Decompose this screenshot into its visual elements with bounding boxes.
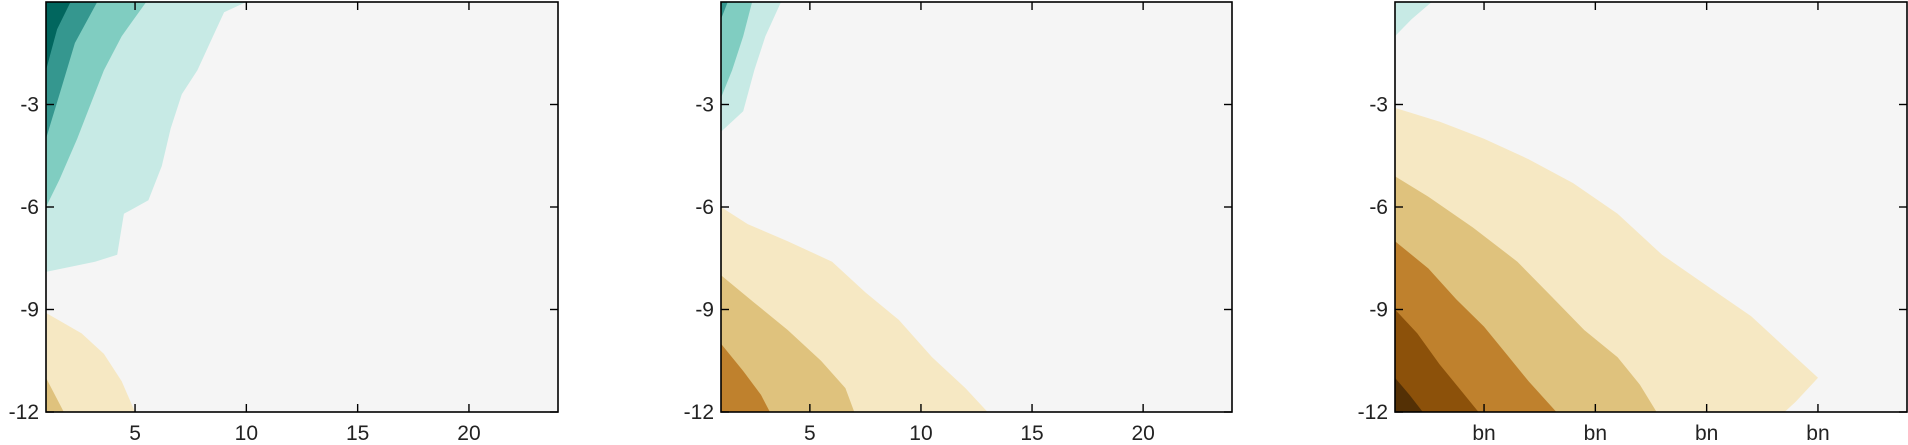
contour-level-teal-3 — [721, 2, 728, 20]
contour-level-brown-2 — [46, 377, 64, 412]
contour-level-teal-2 — [721, 2, 753, 98]
y-tick-label: -6 — [1369, 196, 1388, 219]
y-tick-label: -9 — [20, 299, 39, 322]
y-tick-label: -12 — [9, 401, 39, 424]
contour-level-teal-1 — [1395, 2, 1432, 37]
y-tick-label: -12 — [684, 401, 714, 424]
y-tick-label: -12 — [1358, 401, 1388, 424]
x-tick-label: bn — [1584, 422, 1607, 445]
x-tick-label: bn — [1695, 422, 1718, 445]
x-tick-label: 20 — [1131, 422, 1154, 445]
y-tick-label: -6 — [695, 196, 714, 219]
x-tick-label: 10 — [909, 422, 932, 445]
x-tick-label: 15 — [346, 422, 369, 445]
contour-level-teal-3 — [46, 2, 98, 139]
y-tick-label: -6 — [20, 196, 39, 219]
x-tick-label: 5 — [129, 422, 141, 445]
contour-level-brown-3 — [721, 343, 770, 412]
y-tick-label: -9 — [1369, 299, 1388, 322]
contour-panel-3: -3 -6 -9 -12 bn bn bn bn — [1358, 1, 1908, 445]
x-tick-label: 5 — [804, 422, 816, 445]
y-tick-label: -3 — [1369, 94, 1388, 117]
x-tick-label: 15 — [1020, 422, 1043, 445]
x-tick-label: bn — [1472, 422, 1495, 445]
contour-level-teal-4 — [46, 2, 71, 71]
contour-panel-1: -3 -6 -9 -12 5 10 15 20 — [9, 1, 559, 445]
x-tick-label: 10 — [235, 422, 258, 445]
contour-level-brown-4 — [1395, 309, 1479, 412]
x-tick-label: bn — [1806, 422, 1829, 445]
x-tick-label: 20 — [457, 422, 480, 445]
contour-level-brown-2 — [721, 275, 855, 412]
y-tick-label: -3 — [695, 94, 714, 117]
contour-level-brown-1 — [46, 312, 135, 412]
y-tick-label: -9 — [695, 299, 714, 322]
contour-level-brown-5 — [1395, 377, 1423, 412]
contour-panel-2: -3 -6 -9 -12 5 10 15 20 — [684, 1, 1233, 445]
y-tick-label: -3 — [20, 94, 39, 117]
